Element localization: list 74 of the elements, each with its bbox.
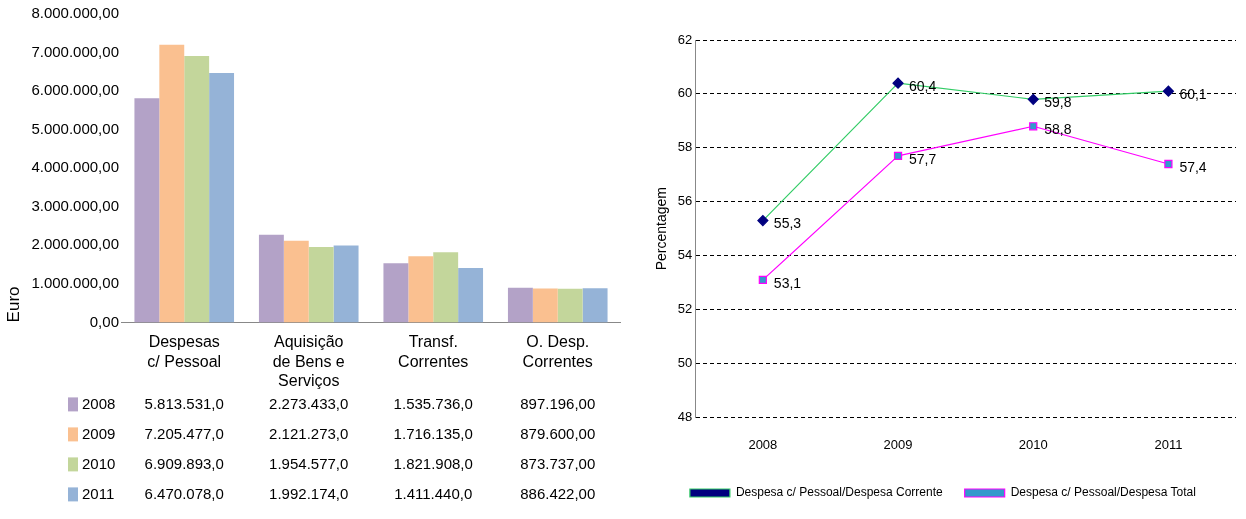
data-label: 1.992.174,0: [269, 484, 349, 502]
bar: [184, 56, 210, 323]
x-tick-label: 2009: [883, 436, 913, 452]
bar: [507, 287, 533, 323]
legend-label: Despesa c/ Pessoal/Despesa Total: [1010, 485, 1196, 500]
data-label: 873.737,00: [520, 454, 596, 472]
bar: [258, 234, 284, 323]
point: [1164, 159, 1173, 169]
legend-label: Despesa c/ Pessoal/Despesa Corrente: [735, 485, 943, 500]
data-label: 2.121.273,0: [269, 424, 349, 442]
x-tick-label: Aquisição de Bens e Serviços: [272, 333, 345, 389]
y-tick-label: 5.000.000,00: [31, 119, 119, 137]
y-axis-title: Euro: [3, 286, 23, 323]
bar: [283, 240, 309, 323]
y-tick-label: 52: [677, 301, 693, 317]
y-tick-label: 4.000.000,00: [31, 158, 119, 176]
data-label: 53,1: [773, 274, 802, 291]
y-tick-label: 48: [677, 408, 693, 424]
data-label: 57,7: [909, 150, 937, 167]
data-label: 57,4: [1179, 158, 1207, 175]
data-label: 1.716.135,0: [393, 424, 473, 442]
bar: [383, 263, 409, 323]
x-tick-label: 2008: [748, 436, 778, 452]
y-tick-label: 54: [677, 247, 693, 263]
y-tick-label: 0,00: [89, 312, 119, 330]
y-tick-label: 2.000.000,00: [31, 235, 119, 253]
y-tick-label: 6.000.000,00: [31, 81, 119, 99]
data-label: 879.600,00: [520, 424, 596, 442]
y-tick-label: 62: [677, 31, 693, 47]
x-tick-label: O. Desp. Correntes: [522, 333, 593, 370]
y-tick-label: 58: [677, 139, 693, 155]
bar: [532, 288, 558, 323]
bar: [308, 247, 334, 323]
bar: [333, 245, 359, 323]
y-tick-label: 60: [677, 85, 693, 101]
legend-label: 2008: [82, 394, 116, 412]
x-tick-label: Despesas c/ Pessoal: [147, 333, 222, 370]
data-label: 897.196,00: [520, 394, 596, 412]
point: [893, 151, 903, 161]
bar: [159, 44, 185, 323]
y-tick-label: 3.000.000,00: [31, 196, 119, 214]
data-label: 58,8: [1044, 121, 1072, 138]
data-label: 2.273.433,0: [269, 394, 349, 412]
x-tick-label: 2010: [1018, 436, 1048, 452]
x-tick-label: Transf. Correntes: [398, 333, 469, 370]
bar: [458, 267, 484, 323]
data-label: 886.422,00: [520, 484, 596, 502]
bar: [582, 288, 608, 323]
data-label: 59,8: [1044, 94, 1072, 111]
legend-label: 2010: [82, 454, 116, 472]
bar: [433, 252, 459, 323]
y-tick-label: 1.000.000,00: [31, 273, 119, 291]
y-tick-label: 8.000.000,00: [31, 4, 119, 22]
y-tick-label: 50: [677, 355, 693, 371]
bar: [557, 288, 583, 323]
data-label: 55,3: [773, 215, 802, 232]
point: [758, 275, 767, 285]
x-tick-label: 2011: [1154, 436, 1183, 452]
bar: [209, 72, 235, 323]
bar: [134, 98, 160, 323]
point: [1029, 122, 1038, 131]
data-label: 1.954.577,0: [269, 454, 349, 472]
data-label: 5.813.531,0: [144, 394, 224, 412]
data-label: 1.411.440,0: [394, 484, 473, 502]
y-axis-title: Percentagem: [653, 187, 670, 271]
data-label: 6.470.078,0: [144, 484, 224, 502]
data-label: 1.535.736,0: [393, 394, 473, 412]
y-tick-label: 56: [677, 193, 693, 209]
data-label: 1.821.908,0: [393, 454, 473, 472]
data-label: 6.909.893,0: [144, 454, 224, 472]
bar: [408, 256, 434, 323]
data-label: 7.205.477,0: [144, 424, 224, 442]
legend-label: 2011: [82, 484, 115, 502]
y-tick-label: 7.000.000,00: [31, 42, 119, 60]
